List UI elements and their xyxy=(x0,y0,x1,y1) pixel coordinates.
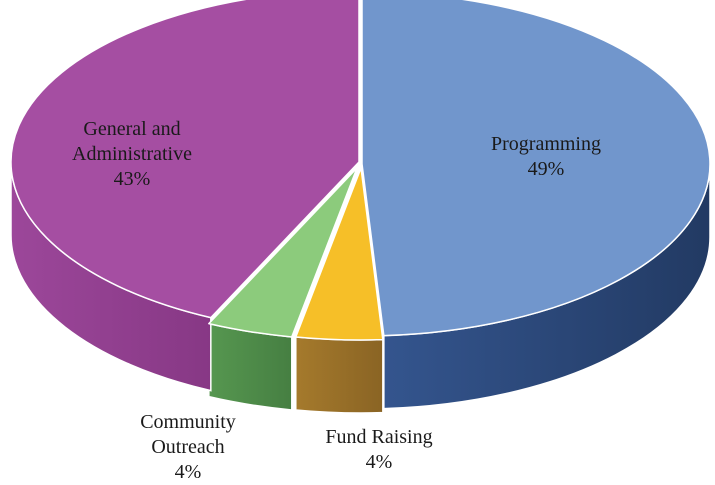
slice-label-line: Programming xyxy=(491,133,601,155)
slice-label-line: Community xyxy=(140,411,236,433)
slice-label-line: Fund Raising xyxy=(325,426,432,448)
slice-label-community-outreach: Community Outreach 4% xyxy=(140,411,236,483)
pie-slice-programming xyxy=(361,0,711,337)
slice-label-line: Administrative xyxy=(72,143,192,165)
pie-side-walls xyxy=(10,161,711,414)
pie-labels: Programming 49% Fund Raising 4% Community Out… xyxy=(72,118,601,483)
pie-top-faces xyxy=(10,0,711,341)
pie-side-fund-raising xyxy=(295,336,384,414)
slice-label-programming: Programming 49% xyxy=(491,133,601,180)
slice-percent-general-admin: 43% xyxy=(114,168,151,190)
slice-percent-community-outreach: 4% xyxy=(175,461,202,483)
slice-label-line: Outreach xyxy=(151,436,224,458)
pie-slice-community-outreach xyxy=(208,167,358,338)
slice-label-general-admin: General and Administrative 43% xyxy=(72,118,192,190)
pie-slice-general-admin xyxy=(10,0,360,319)
pie-slice-fund-raising xyxy=(295,167,384,341)
pie-side-community-outreach xyxy=(208,322,293,411)
slice-percent-fund-raising: 4% xyxy=(366,451,393,473)
slice-label-fund-raising: Fund Raising 4% xyxy=(325,426,432,473)
slice-percent-programming: 49% xyxy=(528,158,565,180)
slice-label-line: General and xyxy=(83,118,180,140)
